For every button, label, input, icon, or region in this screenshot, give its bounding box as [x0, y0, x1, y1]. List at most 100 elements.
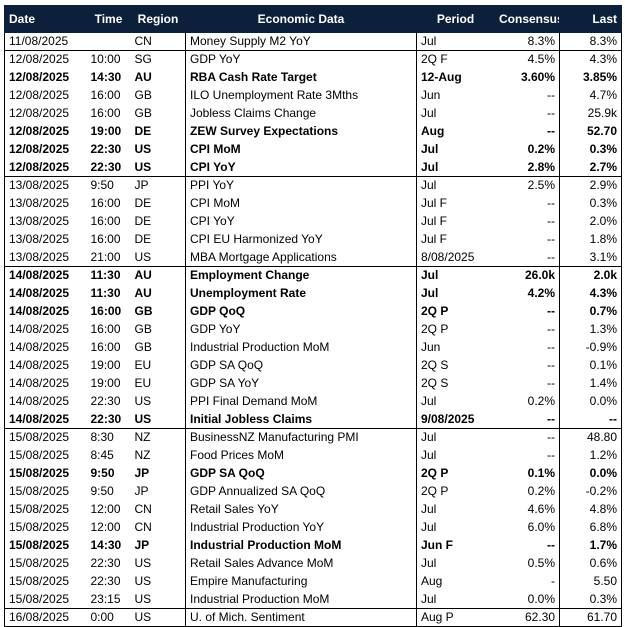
cell-date: 14/08/2025: [4, 410, 87, 429]
cell-period: Jul F: [416, 194, 495, 213]
cell-consensus: --: [547, 411, 555, 426]
cell-consensus: 3.60%: [520, 70, 555, 84]
cell-last: 0.0%: [559, 464, 622, 483]
table-row: 11/08/2025 CN Money Supply M2 YoY Jul 8.3% 8.…: [4, 32, 622, 51]
cell-consensus: 2.8%: [527, 159, 555, 174]
cell-economic-data: GDP Annualized SA QoQ: [185, 482, 417, 501]
cell-last: 1.4%: [559, 374, 622, 393]
cell-last: 1.3%: [559, 320, 622, 339]
cell-consensus: --: [547, 196, 555, 210]
cell-time: 23:15: [90, 591, 121, 606]
table-row: 15/08/2025 22:30 US Retail Sales Advance Mo…: [4, 554, 622, 573]
cell-region: US: [134, 556, 152, 570]
cell-time: 16:00: [90, 88, 121, 102]
cell-region: US: [134, 411, 152, 426]
cell-economic-data: Food Prices MoM: [185, 446, 417, 465]
cell-date: 14/08/2025: [4, 266, 87, 285]
cell-economic-data: Retail Sales Advance MoM: [185, 554, 417, 573]
cell-time: 8:30: [86, 428, 131, 447]
cell-last: 61.70: [559, 608, 622, 627]
cell-consensus: 4.2%: [527, 286, 555, 300]
cell-date: 15/08/2025: [4, 500, 87, 519]
table-row: 15/08/2025 14:30 JP Industrial Production M…: [4, 536, 622, 555]
cell-economic-data: CPI YoY: [185, 158, 417, 177]
cell-date: 13/08/2025: [4, 248, 87, 267]
cell-date: 16/08/2025: [4, 608, 87, 627]
cell-period: Jul F: [416, 230, 495, 249]
cell-date: 12/08/2025: [4, 68, 87, 87]
cell-region: CN: [134, 520, 152, 534]
table-row: 12/08/2025 14:30 AU RBA Cash Rate Target 12-…: [4, 68, 622, 87]
cell-date: 15/08/2025: [4, 464, 87, 483]
cell-region: JP: [134, 484, 149, 498]
header-region: Region: [130, 5, 186, 33]
cell-last: 48.80: [559, 428, 622, 447]
cell-region: US: [130, 608, 186, 627]
economic-calendar-table: Date Time Region Economic Data Period Co…: [4, 5, 622, 627]
cell-last: 52.70: [559, 122, 622, 141]
cell-period: Jul: [416, 590, 495, 609]
cell-time: 22:30: [90, 159, 122, 174]
cell-date: 12/08/2025: [4, 140, 87, 159]
cell-date: 15/08/2025: [4, 428, 87, 447]
cell-consensus: --: [547, 214, 555, 228]
cell-last: 4.7%: [559, 86, 622, 105]
cell-region: DE: [134, 214, 152, 228]
table-row: 14/08/2025 11:30 AU Unemployment Rate Jul 4.2…: [4, 284, 622, 303]
cell-consensus: 6.0%: [527, 520, 555, 534]
cell-last: 3.1%: [559, 248, 622, 267]
cell-region: JP: [134, 538, 150, 552]
cell-economic-data: CPI EU Harmonized YoY: [185, 230, 417, 249]
cell-economic-data: Jobless Claims Change: [185, 104, 417, 123]
cell-consensus: -: [551, 574, 555, 588]
cell-date: 15/08/2025: [4, 572, 87, 591]
cell-time: 16:00: [90, 304, 122, 318]
cell-time: 8:45: [90, 448, 114, 462]
cell-consensus: 0.0%: [527, 591, 555, 606]
cell-date: 15/08/2025: [4, 446, 87, 465]
table-row: 12/08/2025 22:30 US CPI YoY Jul 2.8% 2.7%: [4, 158, 622, 177]
cell-economic-data: GDP SA QoQ: [185, 464, 417, 483]
cell-region: GB: [134, 88, 152, 102]
cell-period: 2Q P: [416, 482, 495, 501]
cell-last: 8.3%: [559, 32, 622, 51]
cell-region: AU: [130, 266, 186, 285]
cell-last: -0.2%: [559, 482, 622, 501]
cell-consensus: 8.3%: [527, 34, 555, 48]
cell-economic-data: PPI Final Demand MoM: [185, 392, 417, 411]
cell-consensus: 0.2%: [527, 484, 555, 498]
table-row: 15/08/2025 23:15 US Industrial Production M…: [4, 590, 622, 609]
cell-consensus: 0.2%: [527, 394, 555, 408]
cell-time: 12:00: [90, 502, 121, 516]
cell-time: 19:00: [90, 376, 121, 390]
cell-date: 14/08/2025: [4, 284, 87, 303]
cell-consensus: 0.1%: [527, 466, 555, 480]
cell-consensus: 4.5%: [494, 50, 560, 69]
cell-consensus: --: [547, 124, 555, 138]
cell-period: 2Q F: [416, 50, 495, 69]
cell-date: 12/08/2025: [4, 86, 87, 105]
economic-calendar: Date Time Region Economic Data Period Co…: [4, 5, 622, 627]
cell-economic-data: U. of Mich. Sentiment: [185, 608, 417, 627]
cell-economic-data: CPI YoY: [185, 212, 417, 231]
cell-consensus: --: [547, 376, 555, 390]
cell-period: Aug P: [416, 608, 495, 627]
cell-period: Jul: [416, 500, 495, 519]
cell-consensus: --: [547, 358, 555, 372]
cell-time: 16:00: [90, 214, 121, 228]
cell-time: 10:00: [86, 50, 131, 69]
cell-consensus: 26.0k: [494, 266, 560, 285]
cell-date: 13/08/2025: [4, 176, 87, 195]
cell-region: SG: [130, 50, 186, 69]
cell-last: 0.3%: [559, 140, 622, 159]
cell-period: Jul: [416, 140, 495, 159]
cell-last: 0.6%: [559, 554, 622, 573]
cell-last: 4.3%: [559, 284, 622, 303]
cell-economic-data: GDP YoY: [185, 320, 417, 339]
cell-time: 16:00: [90, 106, 121, 120]
cell-economic-data: Industrial Production MoM: [185, 536, 417, 555]
cell-time: 9:50: [86, 176, 131, 195]
cell-economic-data: RBA Cash Rate Target: [185, 68, 417, 87]
cell-date: 14/08/2025: [4, 392, 87, 411]
table-row: 13/08/2025 16:00 DE CPI EU Harmonized YoY Ju…: [4, 230, 622, 249]
